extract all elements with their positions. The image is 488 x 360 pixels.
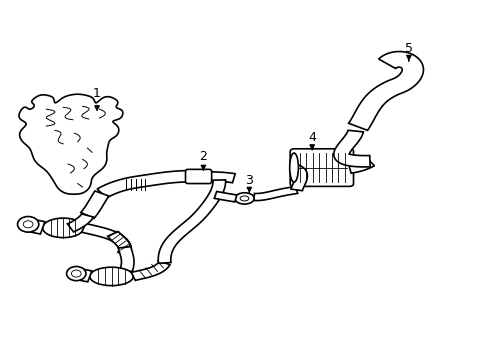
Polygon shape bbox=[348, 51, 423, 130]
Polygon shape bbox=[26, 219, 45, 234]
Polygon shape bbox=[107, 231, 130, 248]
FancyBboxPatch shape bbox=[289, 149, 353, 186]
Polygon shape bbox=[131, 261, 170, 280]
Polygon shape bbox=[214, 192, 236, 202]
Text: 3: 3 bbox=[245, 174, 253, 192]
Polygon shape bbox=[81, 191, 109, 219]
Polygon shape bbox=[97, 171, 199, 198]
FancyBboxPatch shape bbox=[185, 169, 211, 184]
Ellipse shape bbox=[90, 267, 133, 285]
Ellipse shape bbox=[240, 196, 248, 201]
Polygon shape bbox=[198, 172, 235, 183]
Polygon shape bbox=[118, 247, 134, 272]
Text: 4: 4 bbox=[307, 131, 315, 150]
Polygon shape bbox=[19, 94, 122, 194]
Circle shape bbox=[23, 221, 33, 228]
Text: 1: 1 bbox=[93, 87, 101, 110]
Polygon shape bbox=[253, 186, 297, 201]
Ellipse shape bbox=[234, 193, 254, 204]
Polygon shape bbox=[158, 180, 225, 263]
Polygon shape bbox=[289, 163, 307, 191]
Circle shape bbox=[18, 216, 39, 232]
Ellipse shape bbox=[289, 153, 298, 182]
Polygon shape bbox=[81, 224, 131, 257]
Polygon shape bbox=[333, 130, 369, 167]
Text: 5: 5 bbox=[404, 42, 412, 61]
Text: 2: 2 bbox=[199, 150, 207, 170]
Polygon shape bbox=[79, 269, 92, 282]
Polygon shape bbox=[67, 214, 93, 232]
Polygon shape bbox=[347, 157, 374, 173]
Circle shape bbox=[71, 270, 81, 277]
Ellipse shape bbox=[42, 218, 83, 238]
Circle shape bbox=[66, 266, 86, 281]
